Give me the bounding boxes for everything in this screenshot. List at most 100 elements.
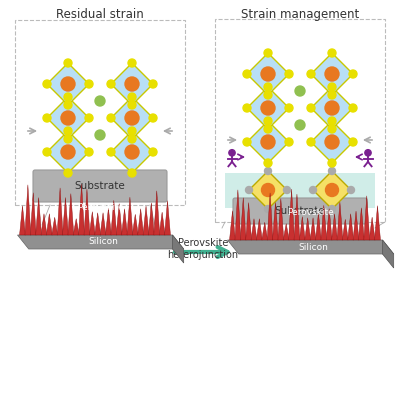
Circle shape: [128, 101, 136, 109]
Polygon shape: [289, 189, 294, 240]
Circle shape: [229, 150, 235, 156]
Polygon shape: [159, 212, 165, 235]
Circle shape: [64, 101, 72, 109]
Circle shape: [43, 80, 51, 88]
Circle shape: [264, 91, 272, 99]
Polygon shape: [154, 191, 160, 235]
Circle shape: [246, 186, 252, 194]
Polygon shape: [46, 214, 52, 235]
Circle shape: [95, 96, 105, 106]
Polygon shape: [111, 63, 153, 105]
Circle shape: [261, 101, 275, 115]
Polygon shape: [36, 198, 42, 235]
Polygon shape: [106, 208, 111, 235]
Polygon shape: [321, 205, 327, 240]
Circle shape: [328, 206, 336, 212]
Polygon shape: [47, 63, 89, 105]
Polygon shape: [111, 131, 153, 173]
Polygon shape: [305, 218, 311, 240]
Polygon shape: [138, 209, 144, 235]
Polygon shape: [52, 217, 58, 235]
Circle shape: [95, 130, 105, 140]
Circle shape: [149, 80, 157, 88]
Circle shape: [285, 70, 293, 78]
Circle shape: [243, 104, 251, 112]
Circle shape: [348, 186, 354, 194]
Circle shape: [128, 59, 136, 67]
Circle shape: [295, 86, 305, 96]
Circle shape: [85, 148, 93, 156]
Polygon shape: [247, 87, 289, 129]
Polygon shape: [313, 171, 351, 209]
Polygon shape: [294, 194, 300, 240]
Circle shape: [107, 148, 115, 156]
Polygon shape: [353, 211, 359, 240]
Circle shape: [264, 49, 272, 57]
Polygon shape: [246, 203, 252, 240]
Polygon shape: [132, 214, 138, 235]
Circle shape: [328, 159, 336, 167]
Circle shape: [125, 145, 139, 159]
Circle shape: [285, 104, 293, 112]
Polygon shape: [95, 213, 101, 235]
Polygon shape: [382, 240, 394, 268]
Polygon shape: [374, 206, 380, 240]
Polygon shape: [267, 193, 273, 240]
Polygon shape: [148, 203, 154, 235]
Polygon shape: [342, 219, 348, 240]
Circle shape: [349, 70, 357, 78]
Circle shape: [328, 49, 336, 57]
Polygon shape: [111, 200, 117, 235]
Polygon shape: [127, 197, 133, 235]
Polygon shape: [73, 219, 79, 235]
Circle shape: [307, 104, 315, 112]
Polygon shape: [262, 222, 268, 240]
Circle shape: [328, 125, 336, 133]
Circle shape: [61, 145, 75, 159]
Circle shape: [328, 91, 336, 99]
Circle shape: [64, 127, 72, 135]
Polygon shape: [283, 224, 289, 240]
Circle shape: [326, 184, 338, 196]
Text: Silicon: Silicon: [88, 238, 118, 246]
Circle shape: [261, 67, 275, 81]
Circle shape: [264, 125, 272, 133]
Circle shape: [264, 206, 272, 212]
Circle shape: [128, 135, 136, 143]
Circle shape: [64, 93, 72, 101]
Polygon shape: [247, 121, 289, 163]
Polygon shape: [57, 188, 63, 235]
Circle shape: [107, 80, 115, 88]
FancyBboxPatch shape: [215, 19, 385, 222]
Text: Perovskite
heterojunction: Perovskite heterojunction: [168, 238, 238, 260]
Polygon shape: [272, 202, 278, 240]
Polygon shape: [310, 218, 316, 240]
Text: Perovskite: Perovskite: [77, 203, 123, 212]
FancyBboxPatch shape: [225, 173, 375, 208]
Circle shape: [262, 184, 274, 196]
Circle shape: [64, 59, 72, 67]
Circle shape: [149, 114, 157, 122]
Circle shape: [243, 138, 251, 146]
Polygon shape: [364, 196, 370, 240]
Text: Strain management: Strain management: [241, 8, 359, 21]
Circle shape: [307, 70, 315, 78]
Circle shape: [128, 169, 136, 177]
Polygon shape: [311, 87, 353, 129]
Text: Residual strain: Residual strain: [56, 8, 144, 21]
Polygon shape: [164, 201, 170, 235]
Polygon shape: [278, 199, 284, 240]
Circle shape: [128, 93, 136, 101]
Polygon shape: [122, 209, 128, 235]
Polygon shape: [348, 214, 354, 240]
Polygon shape: [240, 198, 246, 240]
Circle shape: [243, 70, 251, 78]
Polygon shape: [79, 184, 84, 235]
Circle shape: [325, 101, 339, 115]
Text: Perovskite: Perovskite: [287, 208, 333, 217]
Polygon shape: [89, 212, 95, 235]
Polygon shape: [251, 219, 257, 240]
Circle shape: [328, 117, 336, 125]
FancyBboxPatch shape: [33, 170, 167, 202]
Circle shape: [107, 114, 115, 122]
